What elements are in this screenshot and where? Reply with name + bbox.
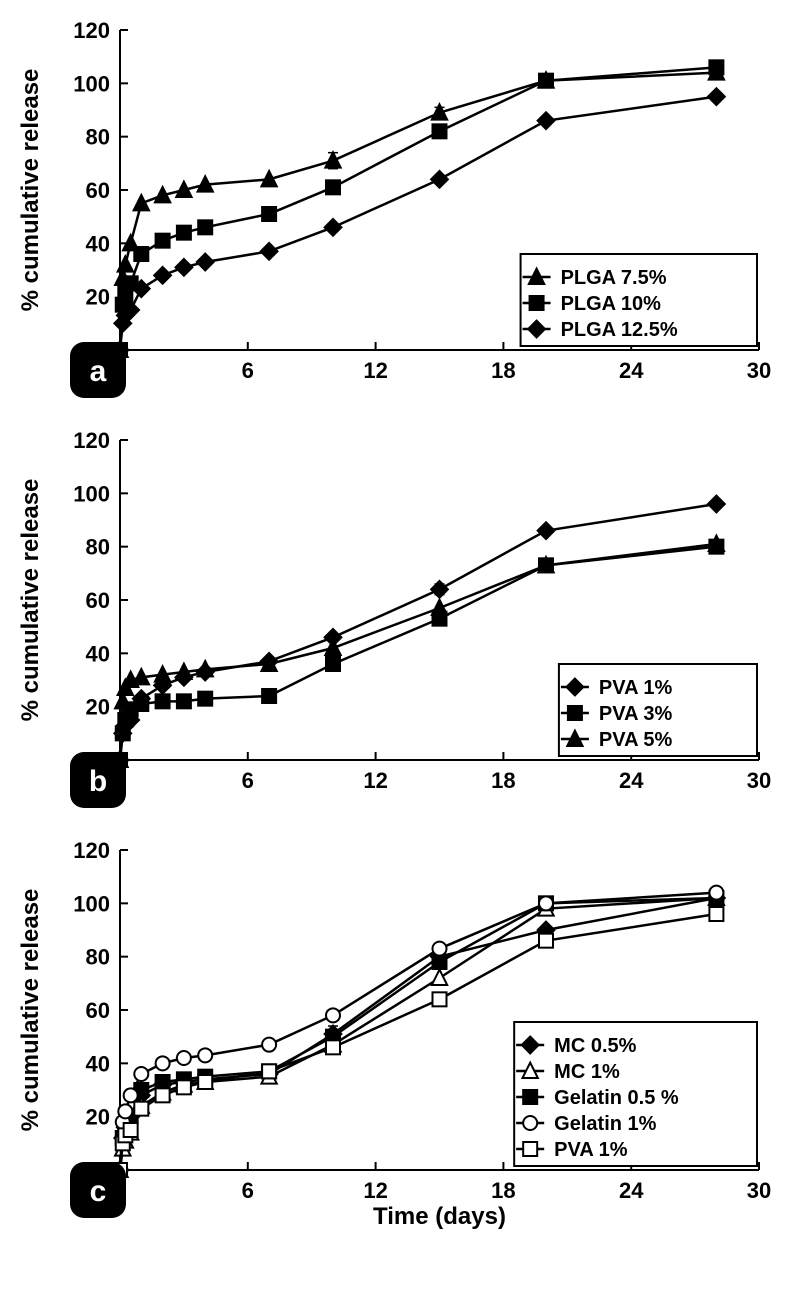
legend-label: PVA 1%	[599, 677, 673, 699]
x-axis-label: Time (days)	[373, 1203, 506, 1230]
ytick-label: 40	[86, 1051, 110, 1076]
ytick-label: 60	[86, 998, 110, 1023]
legend-label: PVA 5%	[599, 729, 673, 751]
ytick-label: 80	[86, 945, 110, 970]
legend-label: Gelatin 0.5 %	[554, 1087, 679, 1109]
chart-panel-a: 0204060801001200612182430% cumulative re…	[10, 10, 789, 410]
xtick-label: 24	[619, 1178, 644, 1203]
xtick-label: 30	[747, 1178, 771, 1203]
y-axis-label: % cumulative release	[17, 69, 44, 312]
xtick-label: 18	[491, 358, 515, 383]
ytick-label: 80	[86, 535, 110, 560]
ytick-label: 60	[86, 588, 110, 613]
xtick-label: 18	[491, 768, 515, 793]
panel-c: 0204060801001200612182430% cumulative re…	[10, 830, 789, 1230]
ytick-label: 100	[73, 481, 110, 506]
legend-label: MC 1%	[554, 1061, 620, 1083]
xtick-label: 18	[491, 1178, 515, 1203]
ytick-label: 120	[73, 838, 110, 863]
xtick-label: 6	[242, 1178, 254, 1203]
ytick-label: 80	[86, 125, 110, 150]
xtick-label: 12	[363, 768, 387, 793]
xtick-label: 24	[619, 358, 644, 383]
xtick-label: 12	[363, 358, 387, 383]
legend-label: PVA 3%	[599, 703, 673, 725]
xtick-label: 30	[747, 358, 771, 383]
panel-letter: b	[89, 765, 107, 798]
y-axis-label: % cumulative release	[17, 479, 44, 722]
panel-letter: a	[90, 355, 107, 388]
chart-panel-c: 0204060801001200612182430% cumulative re…	[10, 830, 789, 1230]
chart-panel-b: 0204060801001200612182430% cumulative re…	[10, 420, 789, 820]
ytick-label: 100	[73, 891, 110, 916]
legend-label: Gelatin 1%	[554, 1113, 656, 1135]
xtick-label: 12	[363, 1178, 387, 1203]
ytick-label: 100	[73, 71, 110, 96]
ytick-label: 120	[73, 18, 110, 43]
ytick-label: 20	[86, 285, 110, 310]
legend-label: MC 0.5%	[554, 1035, 636, 1057]
ytick-label: 40	[86, 231, 110, 256]
panel-b: 0204060801001200612182430% cumulative re…	[10, 420, 789, 820]
panel-letter: c	[90, 1175, 107, 1208]
xtick-label: 24	[619, 768, 644, 793]
ytick-label: 60	[86, 178, 110, 203]
legend-label: PLGA 10%	[561, 293, 662, 315]
ytick-label: 120	[73, 428, 110, 453]
ytick-label: 20	[86, 1105, 110, 1130]
legend-label: PVA 1%	[554, 1139, 628, 1161]
xtick-label: 6	[242, 768, 254, 793]
y-axis-label: % cumulative release	[17, 889, 44, 1132]
panel-a: 0204060801001200612182430% cumulative re…	[10, 10, 789, 410]
ytick-label: 20	[86, 695, 110, 720]
legend-label: PLGA 12.5%	[561, 319, 678, 341]
legend-label: PLGA 7.5%	[561, 267, 667, 289]
xtick-label: 6	[242, 358, 254, 383]
xtick-label: 30	[747, 768, 771, 793]
ytick-label: 40	[86, 641, 110, 666]
figure-root: 0204060801001200612182430% cumulative re…	[10, 10, 789, 1230]
